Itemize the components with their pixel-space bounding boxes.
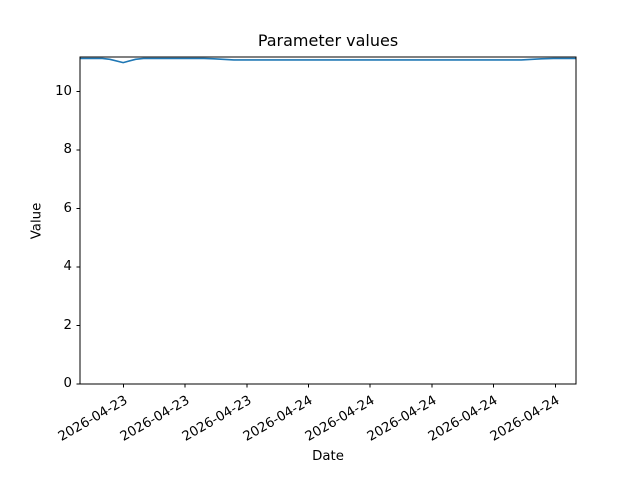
chart-title: Parameter values bbox=[257, 31, 399, 50]
series-line bbox=[80, 57, 576, 64]
y-axis-label: Value bbox=[29, 202, 45, 240]
y-tick-label: 0 bbox=[63, 376, 72, 391]
y-tick-label: 4 bbox=[63, 259, 72, 274]
y-tick-label: 6 bbox=[63, 200, 72, 216]
y-tick-label: 2 bbox=[63, 317, 72, 333]
y-tick-label: 10 bbox=[55, 83, 72, 99]
y-tick-label: 8 bbox=[63, 142, 72, 157]
x-axis-label: Date bbox=[312, 449, 344, 464]
axes-frame bbox=[79, 56, 577, 385]
